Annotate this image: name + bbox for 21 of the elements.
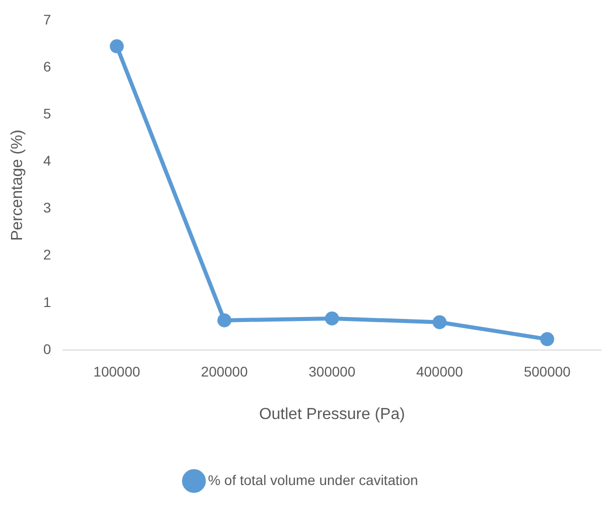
x-axis-title: Outlet Pressure (Pa) <box>259 406 405 423</box>
x-tick-label: 200000 <box>201 363 248 380</box>
y-tick-label: 5 <box>43 105 52 122</box>
x-tick-label: 100000 <box>93 363 140 380</box>
point <box>110 39 124 54</box>
point <box>540 332 554 346</box>
y-tick-label: 1 <box>43 294 52 310</box>
y-tick-label: 3 <box>43 200 52 216</box>
x-tick-label: 400000 <box>416 363 464 380</box>
y-tick-label: 6 <box>43 58 52 74</box>
y-axis-title: Percentage (%) <box>9 130 26 241</box>
point <box>217 313 232 328</box>
y-tick-label: 4 <box>43 152 52 169</box>
point <box>324 311 339 326</box>
x-tick-label: 300000 <box>308 363 356 380</box>
y-tick-label: 2 <box>43 246 52 263</box>
y-tick-label: 7 <box>43 11 52 28</box>
legend-label: % of total volume under cavitation <box>208 472 418 488</box>
y-tick-label: 0 <box>43 340 52 357</box>
x-tick-label: 500000 <box>524 363 571 380</box>
point <box>432 315 447 330</box>
